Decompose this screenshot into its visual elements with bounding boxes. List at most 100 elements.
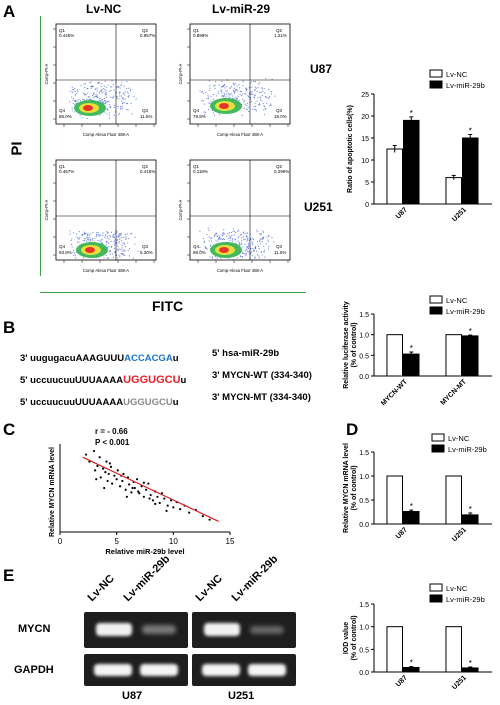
- flow-event: [246, 240, 248, 242]
- quad-name-q1: Q1: [59, 164, 66, 169]
- flow-event: [201, 90, 204, 93]
- legend-swatch-1: [429, 594, 443, 603]
- flow-event: [74, 90, 76, 92]
- flow-x-label: Comp-Alexa Fluor 488-A: [217, 268, 263, 273]
- flow-event: [123, 250, 125, 252]
- flow-event: [78, 238, 80, 240]
- y-axis-label: Relative MYCN mRNA level: [343, 443, 350, 533]
- seq-row-mt: 5' uccuucuuUUUAAAAUGGUGCUu 3' MYCN-MT (3…: [20, 392, 325, 414]
- flow-event: [99, 100, 101, 102]
- legend-label-1: Lv-miR-29b: [446, 595, 485, 604]
- flow-event: [112, 96, 114, 98]
- flow-event: [84, 237, 86, 240]
- flow-event: [221, 238, 224, 241]
- flow-event: [106, 235, 108, 238]
- flow-event: [241, 239, 243, 241]
- flow-event: [108, 114, 110, 116]
- flow-density-red: [219, 247, 229, 253]
- flow-event: [232, 239, 234, 241]
- flow-event: [105, 86, 107, 89]
- flow-event: [203, 114, 206, 116]
- flow-event: [112, 234, 114, 236]
- flow-event: [204, 111, 206, 114]
- flow-event: [82, 257, 85, 259]
- flow-event: [251, 237, 254, 239]
- flow-event: [259, 96, 261, 98]
- flow-event: [260, 251, 263, 253]
- y-tick-label: 1.5: [359, 602, 369, 609]
- flow-event: [253, 250, 255, 252]
- significance-star: *: [469, 505, 472, 514]
- flow-event: [95, 88, 97, 90]
- flow-event: [232, 228, 235, 230]
- flow-event: [96, 87, 98, 89]
- flow-event: [259, 91, 261, 94]
- scatter-point: [94, 469, 97, 472]
- flow-event: [232, 89, 235, 91]
- flow-event: [97, 82, 99, 84]
- flow-event: [107, 84, 109, 86]
- flow-event: [239, 94, 241, 96]
- flow-event: [214, 236, 216, 238]
- stat-p: P < 0.001: [95, 438, 130, 447]
- flow-event: [76, 89, 79, 91]
- seq-row-mir: 3' uugugacuAAAGUUUACCACGAu 5' hsa-miR-29…: [20, 348, 325, 370]
- flow-event: [98, 100, 100, 102]
- flow-event: [113, 95, 115, 97]
- flow-event: [254, 108, 257, 110]
- flow-event: [118, 240, 120, 243]
- flow-event: [98, 234, 100, 236]
- flow-event: [109, 90, 111, 92]
- flow-event: [244, 233, 246, 235]
- flow-event: [264, 92, 266, 94]
- bar-U251-Lv-NC: [445, 626, 463, 673]
- flow-event: [78, 241, 80, 243]
- flow-event: [121, 97, 124, 100]
- flow-event: [86, 240, 88, 242]
- flow-event: [240, 91, 243, 93]
- scatter-point: [151, 499, 155, 502]
- x-tick-label: MYCN-WT: [380, 378, 409, 407]
- flow-event: [264, 108, 266, 110]
- flow-event: [271, 78, 273, 80]
- flow-event: [119, 238, 121, 240]
- scatter-point: [130, 491, 133, 494]
- flow-event: [210, 95, 212, 97]
- flow-event: [244, 238, 246, 240]
- flow-event: [122, 236, 124, 238]
- flow-event: [226, 90, 228, 92]
- flow-event: [271, 237, 273, 239]
- flow-event: [229, 237, 232, 239]
- scatter-point: [172, 506, 175, 509]
- flow-event: [105, 240, 107, 242]
- flow-event: [103, 101, 105, 103]
- y-axis-pi: PI: [8, 141, 26, 156]
- flow-event: [69, 101, 71, 103]
- scatter-point: [133, 486, 136, 490]
- flow-event: [217, 240, 219, 242]
- flow-event: [203, 111, 206, 113]
- flow-event: [213, 234, 216, 237]
- flow-event: [240, 255, 242, 257]
- flow-event: [130, 232, 133, 234]
- flow-event: [263, 105, 265, 107]
- flow-event: [238, 84, 240, 86]
- y-tick-label: 0.5: [359, 353, 369, 360]
- flow-event: [245, 104, 248, 106]
- flow-event: [121, 247, 123, 249]
- stat-r: r = - 0.66: [95, 427, 128, 436]
- flow-event: [208, 108, 210, 111]
- flow-event: [116, 97, 118, 99]
- y-axis-label-2: (% of control): [351, 465, 358, 510]
- y-tick-label: 15: [361, 136, 369, 143]
- flow-event: [106, 108, 108, 110]
- flow-event: [262, 231, 265, 233]
- scatter-point: [149, 493, 152, 497]
- flow-event: [89, 238, 91, 240]
- lane-label-4-wrap: Lv-miR-29b: [230, 553, 281, 604]
- flow-event: [270, 91, 272, 93]
- x-tick-label: 10: [169, 537, 178, 546]
- flow-event: [247, 250, 249, 252]
- quad-name-q2: Q2: [142, 28, 149, 33]
